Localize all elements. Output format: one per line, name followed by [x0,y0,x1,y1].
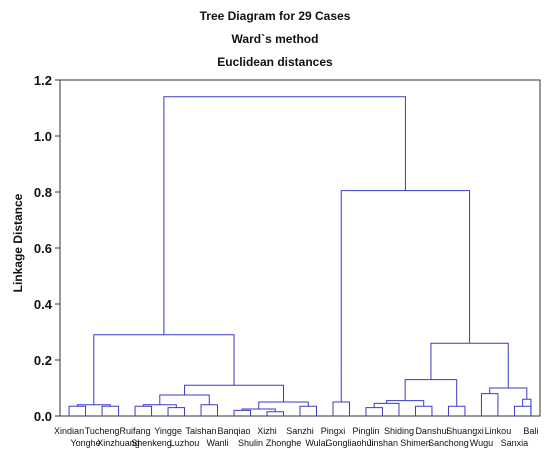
leaf-label: Ruifang [120,426,151,436]
leaf-labels: XindianYongheTuchengXinzhuangRuifangShen… [54,426,538,448]
leaf-label: Tucheng [85,426,120,436]
dendrogram-link [102,406,118,416]
y-tick-label: 0.6 [34,241,52,256]
leaf-label: Pinglin [352,426,379,436]
leaf-label: Sanzhi [286,426,314,436]
dendrogram-link [481,394,497,416]
leaf-label: Xizhi [257,426,277,436]
dendrogram-link [514,406,530,416]
dendrogram-link [267,412,283,416]
y-axis: 0.0 0.2 0.4 0.6 0.8 1.0 1.2 [34,73,60,424]
leaf-label: Sanchong [428,438,469,448]
leaf-label: Jinshan [367,438,398,448]
leaf-label: Shiding [384,426,414,436]
leaf-label: Sanxia [501,438,529,448]
dendrogram-link [333,402,349,416]
leaf-label: Linkou [485,426,512,436]
dendrogram-link [234,410,250,416]
dendrogram-link [523,399,531,416]
y-tick-label: 0.2 [34,353,52,368]
leaf-label: Wulai [305,438,327,448]
dendrogram-link [374,403,399,416]
leaf-label: Yingge [154,426,182,436]
leaf-label: Shenkeng [131,438,172,448]
leaf-label: Taishan [186,426,217,436]
y-tick-label: 1.2 [34,73,52,88]
dendrogram-link [69,406,85,416]
dendrogram-link [94,335,234,405]
leaf-label: Zhonghe [266,438,302,448]
dendrogram-link [160,395,209,405]
leaf-label: Pingxi [321,426,346,436]
leaf-label: Shuangxi [446,426,484,436]
dendrogram-link [300,406,316,416]
dendrogram-link [448,406,464,416]
y-tick-label: 0.4 [34,297,53,312]
leaf-label: Yonghe [70,438,100,448]
y-tick-label: 1.0 [34,129,52,144]
y-tick-label: 0.8 [34,185,52,200]
leaf-label: Shimen [400,438,431,448]
dendrogram-link [366,408,382,416]
leaf-label: Wanli [206,438,228,448]
dendrogram-link [341,191,469,373]
dendrogram-links [69,97,531,416]
plot-frame [60,80,540,416]
dendrogram-link [185,385,284,395]
dendrogram-link [259,402,308,409]
dendrogram-link [431,343,508,388]
leaf-label: Xindian [54,426,84,436]
dendrogram-link [405,380,457,407]
dendrogram-link [168,408,184,416]
leaf-label: Danshui [415,426,448,436]
dendrogram-link [135,406,151,416]
leaf-label: Banqiao [218,426,251,436]
dendrogram-link [415,406,431,416]
leaf-label: Bali [523,426,538,436]
dendrogram-link [201,405,217,416]
leaf-label: Shulin [238,438,263,448]
leaf-label: Wugu [470,438,493,448]
y-tick-label: 0.0 [34,409,52,424]
leaf-label: Luzhou [170,438,200,448]
dendrogram-link [164,97,405,335]
